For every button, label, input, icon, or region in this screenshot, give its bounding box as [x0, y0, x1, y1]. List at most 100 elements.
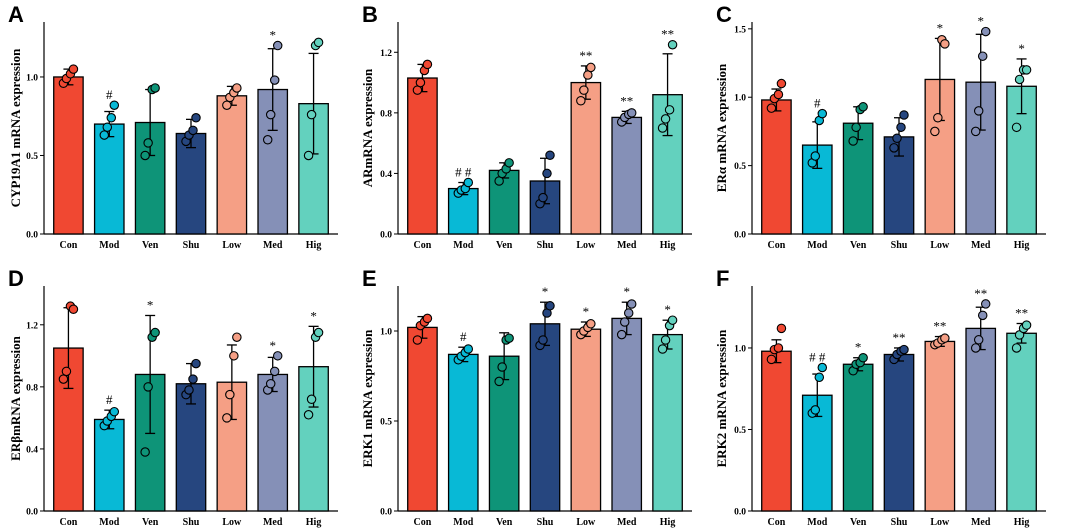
data-point [810, 151, 821, 161]
panel-letter: E [362, 266, 377, 291]
data-point [773, 343, 784, 353]
data-point [980, 299, 991, 309]
y-tick-label: 1.2 [26, 321, 38, 331]
bar-shu [175, 383, 207, 512]
data-point [626, 299, 637, 309]
x-tick-label: Hig [660, 240, 676, 251]
y-axis-label: ERK1 mRNA expression [360, 329, 375, 467]
y-tick-label: 1.0 [380, 328, 392, 338]
panel-a: A CYP19A1 mRNA expression 0.0 0.5 1.0 Con # Mod… [8, 2, 338, 251]
x-tick-label: Ven [850, 517, 867, 528]
data-point [817, 362, 828, 373]
data-point [191, 113, 201, 123]
data-point [150, 83, 160, 93]
data-point [504, 333, 514, 343]
bar-hig [1006, 332, 1037, 512]
bar-shu [883, 353, 915, 512]
panel-f: F ERK2 mRNA expression 0.0 0.5 1.0 Con # # Mod *… [714, 266, 1046, 528]
data-point [970, 126, 981, 137]
data-point [623, 308, 634, 318]
y-tick-label: 0.5 [26, 152, 38, 162]
data-point [494, 376, 504, 387]
x-tick-label: Con [768, 240, 786, 251]
x-tick-label: Hig [306, 240, 322, 251]
x-tick-label: Hig [306, 517, 322, 528]
significance-marker: # # [455, 165, 472, 180]
x-tick-label: Low [930, 517, 950, 528]
significance-marker: # [106, 392, 113, 407]
y-tick-label: 0.0 [26, 231, 38, 241]
data-point [899, 344, 909, 355]
bar-med [611, 317, 643, 512]
x-tick-label: Low [930, 240, 950, 251]
x-tick-label: Ven [496, 240, 513, 251]
data-point [848, 136, 858, 146]
data-point [463, 344, 474, 354]
data-point [150, 327, 160, 338]
significance-marker: * [623, 284, 630, 299]
significance-marker: * [269, 28, 276, 43]
data-point [586, 319, 596, 329]
bar-shu [175, 132, 207, 235]
x-tick-label: Mod [99, 517, 119, 528]
x-tick-label: Shu [537, 240, 554, 251]
x-tick-label: Mod [807, 517, 827, 528]
panel-e: E ERK1 mRNA expression 0.0 0.5 1.0 Con # Mod Ven… [360, 266, 692, 528]
significance-marker: ** [893, 330, 906, 345]
y-tick-label: 1.0 [734, 94, 746, 104]
data-point [61, 366, 72, 377]
bar-con [761, 350, 792, 512]
data-point [140, 150, 150, 161]
data-point [68, 304, 79, 315]
y-tick-label: 0.8 [26, 383, 38, 393]
x-tick-label: Med [263, 517, 283, 528]
data-point [892, 133, 902, 144]
x-tick-label: Shu [183, 240, 200, 251]
data-point [766, 354, 777, 365]
panel-letter: F [716, 266, 729, 291]
y-tick-label: 0.4 [26, 445, 38, 455]
bar-ven [842, 363, 874, 512]
data-point [545, 301, 555, 311]
data-point [814, 372, 825, 383]
data-point [766, 103, 777, 113]
data-point [1014, 74, 1025, 85]
data-point [579, 85, 589, 95]
data-point [810, 405, 821, 415]
x-tick-label: Low [576, 517, 596, 528]
y-axis-label: CYP19A1 mRNA expression [8, 48, 23, 207]
data-point [776, 323, 787, 334]
data-point [422, 313, 433, 324]
y-tick-label: 1.0 [734, 344, 746, 354]
significance-marker: # [814, 96, 821, 111]
data-point [1011, 122, 1022, 133]
y-axis-label: ARmRNA expression [360, 68, 375, 187]
bar-low [570, 328, 602, 512]
x-tick-label: Shu [891, 240, 908, 251]
data-point [973, 106, 984, 116]
significance-marker: ** [1015, 306, 1028, 321]
x-tick-label: Ven [850, 240, 867, 251]
x-tick-label: Low [576, 240, 596, 251]
significance-marker: * [310, 308, 317, 323]
x-tick-label: Med [971, 517, 991, 528]
x-tick-label: Mod [99, 240, 119, 251]
significance-marker: * [937, 20, 944, 35]
data-point [542, 168, 552, 179]
data-point [269, 366, 280, 377]
bar-ven [488, 169, 520, 235]
significance-marker: * [147, 297, 154, 312]
bar-med [257, 373, 289, 512]
data-point [412, 335, 423, 345]
x-tick-label: Ven [142, 240, 159, 251]
data-point [222, 413, 232, 423]
data-point [188, 374, 198, 384]
significance-marker: ** [933, 319, 946, 334]
data-point [933, 112, 943, 123]
x-tick-label: Hig [660, 517, 676, 528]
bar-low [216, 95, 248, 235]
significance-marker: * [542, 284, 549, 299]
data-point [817, 108, 828, 119]
data-point [102, 122, 113, 132]
bar-con [407, 77, 438, 235]
